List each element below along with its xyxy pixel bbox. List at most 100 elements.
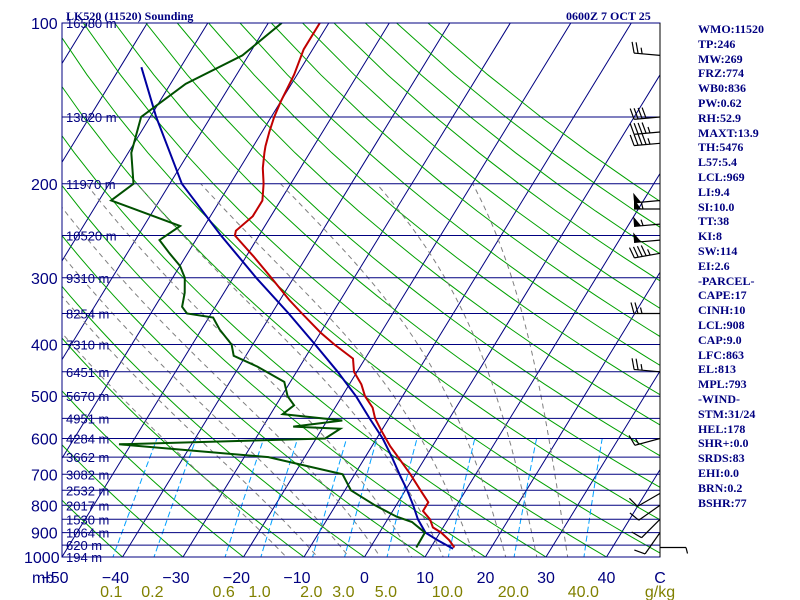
mixing-ratio-line xyxy=(260,438,299,557)
mixing-ratio-label: 1.0 xyxy=(248,584,270,600)
height-label: 8254 m xyxy=(66,307,109,322)
indices-panel: WMO:11520 TP:246 MW:269 FRZ:774 WB0:836 PW:0.… xyxy=(698,22,764,510)
wind-barb-pennant xyxy=(633,216,642,227)
pressure-tick-label: 600 xyxy=(31,432,58,449)
temperature-unit-label: C xyxy=(654,570,666,587)
wind-barb-full-flag xyxy=(631,358,635,370)
wind-barb-shaft xyxy=(634,239,661,243)
wind-barb-full-flag xyxy=(629,123,635,135)
isotherm-line xyxy=(243,23,572,557)
index-line: MPL:793 xyxy=(698,377,747,392)
index-line: CINH:10 xyxy=(698,303,746,318)
isotherm-line xyxy=(62,23,148,164)
temperature-tick-label: −40 xyxy=(102,570,129,587)
wind-barb-full-flag xyxy=(637,122,643,134)
parcel-trace xyxy=(140,66,454,550)
wind-barb xyxy=(631,358,661,373)
wind-barb-shaft xyxy=(638,504,661,521)
wind-barb-half-flag xyxy=(640,202,644,210)
wind-barb-shaft xyxy=(644,532,661,555)
index-line: CAP:9.0 xyxy=(698,332,742,347)
index-line: CAPE:17 xyxy=(698,288,747,303)
wind-barb-pennant xyxy=(633,192,642,203)
wind-barb xyxy=(629,133,661,147)
height-label: 6451 m xyxy=(66,365,109,380)
wind-barb xyxy=(633,232,661,243)
index-line: -WIND- xyxy=(698,391,740,406)
pressure-tick-label: 800 xyxy=(31,498,58,515)
index-line: SHR+:0.0 xyxy=(698,436,749,451)
wind-barb-full-flag xyxy=(637,107,643,119)
wind-barb-full-flag xyxy=(628,497,638,507)
wind-barb-half-flag xyxy=(640,219,644,226)
temperature-trace xyxy=(233,23,456,549)
wind-barb-half-flag xyxy=(640,47,643,54)
moist-adiabat-line xyxy=(472,183,569,557)
isotherm-line xyxy=(0,23,26,557)
isotherm-line xyxy=(485,271,660,557)
height-label: 4951 m xyxy=(66,411,109,426)
mixing-ratio-label: 20.0 xyxy=(498,584,529,600)
height-label: 11970 m xyxy=(66,177,116,192)
index-line: TP:246 xyxy=(698,36,736,51)
wind-barb-full-flag xyxy=(637,133,643,146)
height-label: 13820 m xyxy=(66,110,117,125)
temperature-tick-label: −50 xyxy=(41,570,68,587)
index-line: HEL:178 xyxy=(698,421,746,436)
wind-barb xyxy=(631,41,661,56)
pressure-tick-label: 400 xyxy=(31,338,58,355)
temperature-tick-label: 20 xyxy=(477,570,495,587)
mixing-ratio-line xyxy=(447,438,476,557)
wind-barb-full-flag xyxy=(631,531,642,539)
wind-barb-full-flag xyxy=(629,108,635,120)
moist-adiabat-line xyxy=(280,183,507,557)
index-line: BSHR:77 xyxy=(698,495,747,510)
dry-adiabat-line xyxy=(62,37,660,554)
index-line: PW:0.62 xyxy=(698,95,742,110)
index-line: EHI:0.0 xyxy=(698,465,740,480)
wind-barb-full-flag xyxy=(633,108,639,120)
height-label: 2017 m xyxy=(66,498,109,513)
wind-barb-shaft xyxy=(634,437,661,446)
isotherm-line xyxy=(62,23,330,460)
dry-adiabat-line xyxy=(114,23,660,488)
wind-barb-full-flag xyxy=(630,302,635,314)
wind-barb-shaft xyxy=(634,252,661,259)
mixing-ratio-label: 40.0 xyxy=(568,584,599,600)
mixing-ratio-line xyxy=(344,438,378,557)
mixing-ratio-line xyxy=(583,438,603,557)
wind-barb-full-flag xyxy=(635,358,639,371)
height-label: 1530 m xyxy=(66,512,109,527)
isotherm-line xyxy=(364,73,660,557)
wind-barb xyxy=(628,245,661,259)
moist-adiabat-line xyxy=(62,206,381,557)
height-label: 1064 m xyxy=(66,526,109,541)
wind-barb-half-flag xyxy=(647,126,651,134)
temperature-tick-label: 10 xyxy=(416,570,434,587)
mixing-ratio-label: 0.6 xyxy=(212,584,234,600)
height-label: 7310 m xyxy=(66,338,109,353)
wind-barb-half-flag xyxy=(639,307,643,314)
wind-barb-full-flag xyxy=(634,302,639,314)
pressure-tick-label: 700 xyxy=(31,467,58,484)
pressure-tick-label: 100 xyxy=(31,16,58,33)
temperature-tick-label: −10 xyxy=(283,570,310,587)
index-line: SW:114 xyxy=(698,243,738,258)
height-label: 3082 m xyxy=(66,467,109,482)
index-line: LFC:863 xyxy=(698,347,744,362)
index-line: LI:9.4 xyxy=(698,184,730,199)
index-line: RH:52.9 xyxy=(698,110,741,125)
wind-barb xyxy=(629,122,661,135)
temperature-tick-label: 30 xyxy=(537,570,555,587)
height-label: 2532 m xyxy=(66,483,109,498)
index-line: SI:10.0 xyxy=(698,199,735,214)
wind-barb-half-flag xyxy=(647,249,651,256)
isotherm-line xyxy=(424,172,660,557)
mixing-ratio-label: 0.2 xyxy=(141,584,163,600)
wind-barb-shaft xyxy=(634,131,661,135)
wind-barb-full-flag xyxy=(628,247,635,259)
height-label: 620 m xyxy=(66,538,102,553)
index-line: TH:5476 xyxy=(698,140,744,155)
dewpoint-trace xyxy=(109,23,427,548)
